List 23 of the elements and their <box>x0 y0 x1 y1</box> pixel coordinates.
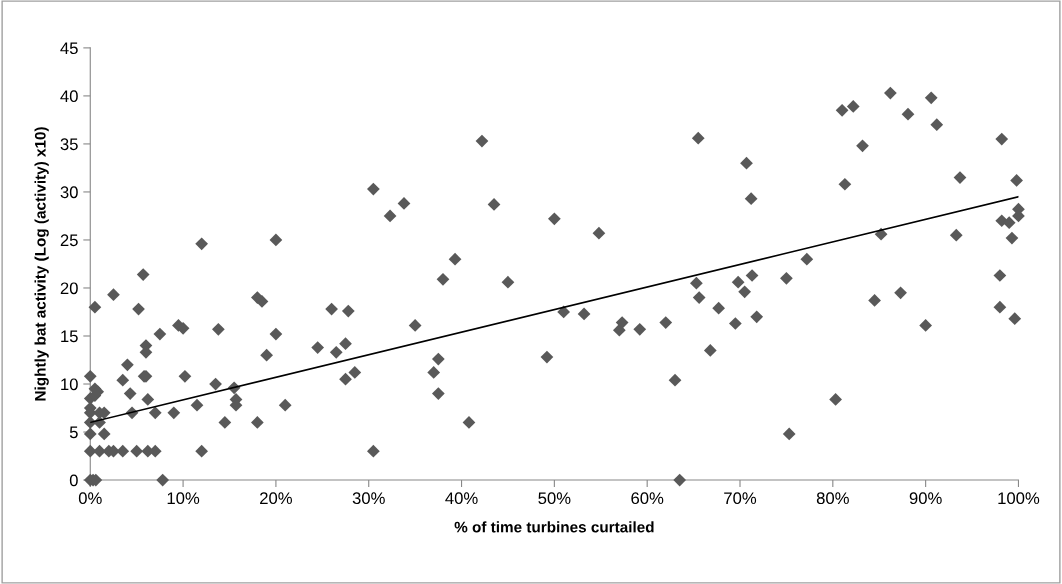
y-tick-label: 35 <box>60 138 78 151</box>
y-tick-label: 25 <box>60 234 78 247</box>
x-tick-label: 10% <box>167 492 200 505</box>
y-tick-label: 0 <box>69 474 78 487</box>
y-tick-label: 45 <box>60 42 78 55</box>
x-tick-label: 30% <box>352 492 385 505</box>
x-tick-label: 100% <box>998 492 1040 505</box>
x-tick-label: 70% <box>724 492 757 505</box>
y-axis-title: Nightly bat activity (Log (activity) x10) <box>34 127 49 401</box>
y-tick-label: 30 <box>60 186 78 199</box>
x-tick-label: 20% <box>260 492 292 505</box>
x-axis-title: % of time turbines curtailed <box>454 521 654 533</box>
x-tick-label: 0% <box>78 492 102 505</box>
y-tick-label: 40 <box>60 90 78 103</box>
x-tick-label: 40% <box>445 492 478 505</box>
y-tick-label: 15 <box>61 330 78 343</box>
x-tick-label: 90% <box>909 492 942 505</box>
y-tick-label: 20 <box>60 282 78 295</box>
x-tick-label: 80% <box>816 492 849 505</box>
x-tick-label: 50% <box>538 492 571 505</box>
x-tick-label: 60% <box>631 492 664 505</box>
y-tick-label: 5 <box>69 426 78 439</box>
y-tick-label: 10 <box>61 378 78 391</box>
